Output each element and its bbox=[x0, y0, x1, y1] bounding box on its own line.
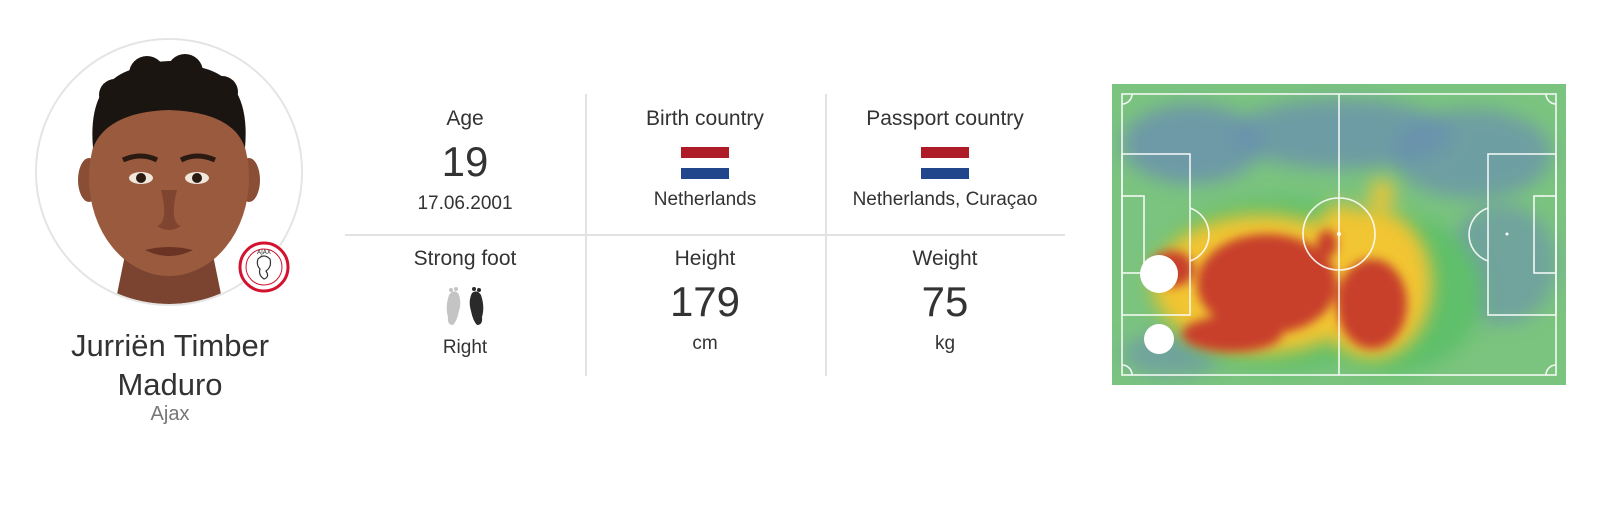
center-spot bbox=[1337, 232, 1341, 236]
player-avatar[interactable] bbox=[35, 38, 303, 306]
pitch-markings bbox=[1121, 93, 1557, 376]
player-portrait-image bbox=[37, 40, 301, 304]
heatmap-marker bbox=[1140, 255, 1178, 293]
player-name-line2: Maduro bbox=[117, 367, 223, 402]
stat-age-value: 19 bbox=[441, 138, 489, 185]
stat-birth-country-value[interactable]: Netherlands bbox=[653, 189, 757, 210]
player-stats-grid: Age 19 17.06.2001 Birth country Netherla… bbox=[345, 94, 1065, 376]
stat-weight: Weight 75 kg bbox=[825, 244, 1065, 358]
heatmap-cool-layer bbox=[1122, 99, 1557, 376]
stat-strong-foot: Strong foot Right bbox=[345, 244, 585, 362]
ajax-club-badge-icon[interactable]: AJAX bbox=[238, 241, 290, 293]
stat-strong-foot-label: Strong foot bbox=[413, 247, 517, 270]
stat-height: Height 179 cm bbox=[585, 244, 825, 358]
stat-birth-country-label: Birth country bbox=[646, 107, 764, 130]
player-club[interactable]: Ajax bbox=[150, 403, 190, 425]
penalty-spot bbox=[1505, 232, 1509, 236]
stat-birth-date: 17.06.2001 bbox=[417, 193, 513, 214]
position-heatmap[interactable] bbox=[1112, 84, 1566, 385]
stat-height-value: 179 bbox=[669, 278, 741, 325]
stat-strong-foot-value: Right bbox=[442, 337, 488, 358]
stat-passport-country-value[interactable]: Netherlands, Curaçao bbox=[852, 189, 1038, 210]
stat-weight-unit: kg bbox=[934, 333, 956, 354]
netherlands-flag-icon bbox=[921, 147, 969, 179]
stat-passport-country-label: Passport country bbox=[866, 107, 1024, 130]
stat-weight-value: 75 bbox=[921, 278, 969, 325]
netherlands-flag-icon bbox=[681, 147, 729, 179]
stats-divider-horizontal bbox=[345, 234, 1065, 236]
stat-height-label: Height bbox=[674, 247, 736, 270]
heatmap-marker bbox=[1144, 324, 1174, 354]
stat-height-unit: cm bbox=[692, 333, 718, 354]
heatmap-hot-layer bbox=[1150, 230, 1407, 352]
stat-birth-country: Birth country Netherlands bbox=[585, 104, 825, 214]
player-name: Jurriën Timber Maduro bbox=[20, 326, 320, 404]
stat-weight-label: Weight bbox=[912, 247, 978, 270]
svg-text:AJAX: AJAX bbox=[257, 249, 271, 256]
player-name-line1: Jurriën Timber bbox=[70, 328, 270, 363]
stat-age: Age 19 17.06.2001 bbox=[345, 104, 585, 218]
stat-passport-country: Passport country Netherlands, Curaçao bbox=[825, 104, 1065, 214]
feet-icon bbox=[446, 287, 484, 325]
player-avatar-container: AJAX bbox=[35, 38, 303, 306]
stat-age-label: Age bbox=[446, 107, 484, 130]
